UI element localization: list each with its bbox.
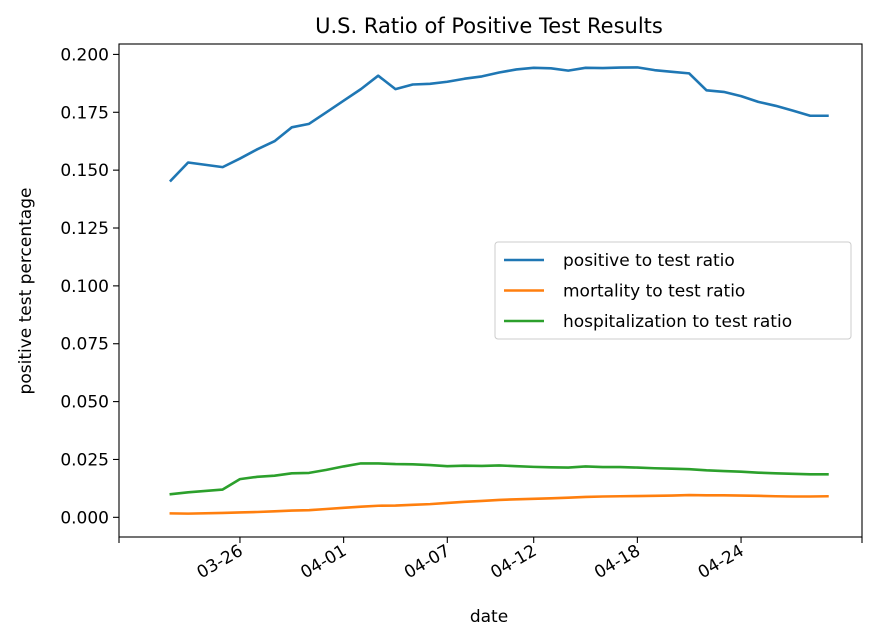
plot-area xyxy=(169,66,829,515)
y-tick-label: 0.100 xyxy=(60,277,109,297)
y-tick-label: 0.150 xyxy=(60,161,109,181)
x-tick-label: 04-12 xyxy=(487,541,540,583)
legend-box xyxy=(494,241,852,340)
y-tick-label: 0.000 xyxy=(60,508,109,528)
x-tick-label: 03-26 xyxy=(194,541,247,583)
legend-label: hospitalization to test ratio xyxy=(563,312,792,332)
y-tick-label: 0.125 xyxy=(60,219,109,239)
x-tick-label: 04-01 xyxy=(297,541,350,583)
y-axis-label: positive test percentage xyxy=(16,188,36,395)
legend: positive to test ratio mortality to test … xyxy=(494,241,852,340)
chart-title: U.S. Ratio of Positive Test Results xyxy=(315,14,663,38)
x-tick-label: 04-18 xyxy=(591,541,644,583)
legend-label: mortality to test ratio xyxy=(563,282,745,302)
plot-frame xyxy=(118,43,863,538)
legend-label: positive to test ratio xyxy=(563,251,735,271)
y-tick-label: 0.075 xyxy=(60,335,109,355)
series-line-0 xyxy=(169,66,829,183)
y-tick-label: 0.200 xyxy=(60,45,109,65)
x-axis-label: date xyxy=(470,607,508,627)
y-tick-label: 0.175 xyxy=(60,103,109,123)
y-tick-label: 0.050 xyxy=(60,393,109,413)
series-line-1 xyxy=(169,493,829,515)
y-tick-label: 0.025 xyxy=(60,450,109,470)
x-tick-label: 04-24 xyxy=(695,541,748,583)
axes: 0.000 0.025 0.050 0.075 0.100 0.125 0.150 0.175… xyxy=(60,43,863,583)
series-line-2 xyxy=(169,462,829,496)
x-tick-label: 04-07 xyxy=(401,541,454,583)
